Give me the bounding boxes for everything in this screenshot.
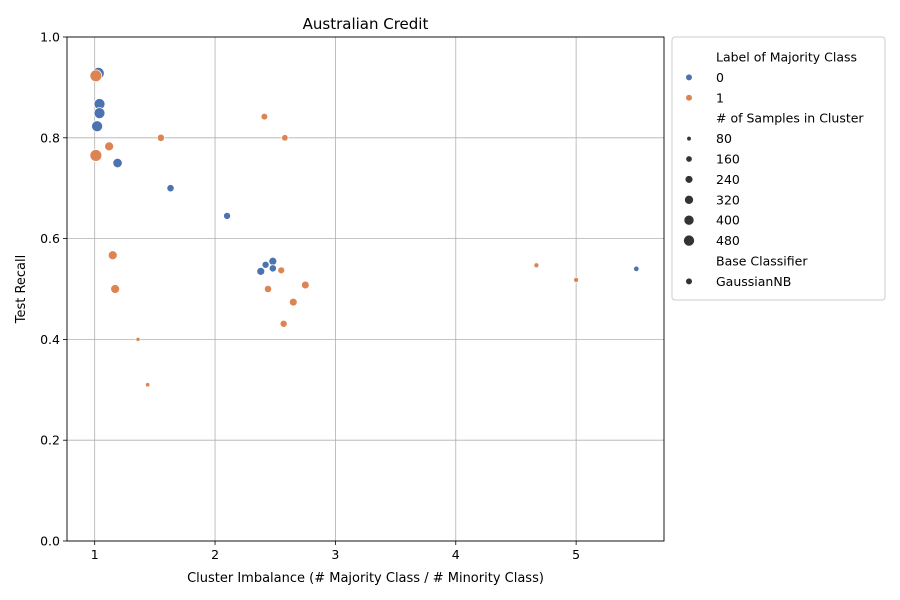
- legend-size-entry-label: 400: [716, 213, 740, 228]
- x-tick-label: 2: [211, 547, 219, 562]
- data-point-label-0: [91, 120, 103, 133]
- data-point-label-1: [279, 319, 288, 328]
- x-tick-label: 4: [452, 547, 460, 562]
- y-tick-label: 0.0: [40, 534, 60, 549]
- y-tick-label: 0.4: [40, 332, 60, 347]
- data-point-label-1: [110, 284, 120, 294]
- data-point-label-1: [89, 69, 103, 83]
- y-tick-label: 1.0: [40, 30, 60, 45]
- data-point-label-0: [261, 260, 270, 269]
- data-point-label-0: [112, 157, 123, 169]
- data-point-label-1: [301, 280, 310, 290]
- legend-size-entry-marker: [684, 175, 694, 184]
- data-point-label-1: [260, 112, 269, 121]
- data-point-label-1: [107, 250, 118, 261]
- axes: 1 2 3 4 5 0.0 0.2 0.4 0.6 0.8 1.0: [40, 30, 580, 563]
- legend-hue-entry-label: 1: [716, 90, 724, 105]
- legend-hue-entry-marker: [685, 73, 693, 81]
- legend-hue-title: Label of Majority Class: [716, 50, 857, 65]
- data-point-label-1: [289, 297, 298, 307]
- data-point-label-1: [89, 149, 103, 162]
- data-point-label-1: [104, 141, 114, 152]
- legend-box: [671, 36, 886, 301]
- legend-size-entry-label: 480: [716, 233, 740, 248]
- data-point-label-0: [223, 212, 231, 220]
- legend-size-entry-marker: [685, 155, 693, 163]
- data-point-label-0: [633, 265, 640, 272]
- x-tick-label: 5: [572, 547, 580, 562]
- x-tick-label: 1: [91, 547, 99, 562]
- y-tick-label: 0.2: [40, 433, 60, 448]
- data-point-label-1: [281, 134, 289, 142]
- data-point-label-1: [277, 266, 286, 275]
- x-tick-label: 3: [331, 547, 339, 562]
- legend-style-entry-label: GaussianNB: [716, 274, 791, 289]
- data-point-label-1: [156, 133, 165, 142]
- data-point-label-1: [573, 277, 579, 283]
- data-point-label-1: [533, 262, 540, 269]
- legend-size-entry-marker: [683, 214, 695, 226]
- y-axis-label: Test Recall: [14, 255, 29, 325]
- legend-size-entry-marker: [683, 234, 695, 247]
- legend-style-entry-marker: [685, 277, 693, 286]
- chart-title: Australian Credit: [303, 15, 429, 33]
- legend-size-entry-label: 320: [716, 192, 740, 207]
- y-tick-label: 0.8: [40, 130, 60, 145]
- legend-hue-entry-label: 0: [716, 70, 724, 85]
- data-point-label-0: [268, 256, 278, 266]
- data-point-label-0: [166, 184, 175, 193]
- data-point-label-0: [93, 107, 106, 119]
- legend-size-entry-label: 160: [716, 152, 740, 167]
- data-point-label-0: [268, 264, 277, 273]
- legend: Label of Majority Class 0 1 # of Samples in…: [671, 36, 886, 301]
- data-point-label-0: [256, 267, 266, 276]
- data-point-label-1: [135, 336, 141, 342]
- data-point-label-1: [145, 382, 151, 388]
- legend-size-entry-marker: [686, 136, 692, 142]
- data-points: [89, 67, 640, 388]
- legend-style-title: Base Classifier: [716, 254, 808, 269]
- legend-size-title: # of Samples in Cluster: [716, 111, 864, 126]
- plot-frame: [66, 36, 665, 542]
- legend-hue-entry-marker: [685, 94, 693, 102]
- data-point-label-1: [264, 285, 272, 293]
- legend-size-entry-marker: [684, 195, 694, 205]
- x-axis-label: Cluster Imbalance (# Majority Class / # …: [187, 571, 544, 586]
- y-tick-label: 0.6: [40, 231, 60, 246]
- legend-size-entry-label: 240: [716, 172, 740, 187]
- legend-size-entry-label: 80: [716, 131, 732, 146]
